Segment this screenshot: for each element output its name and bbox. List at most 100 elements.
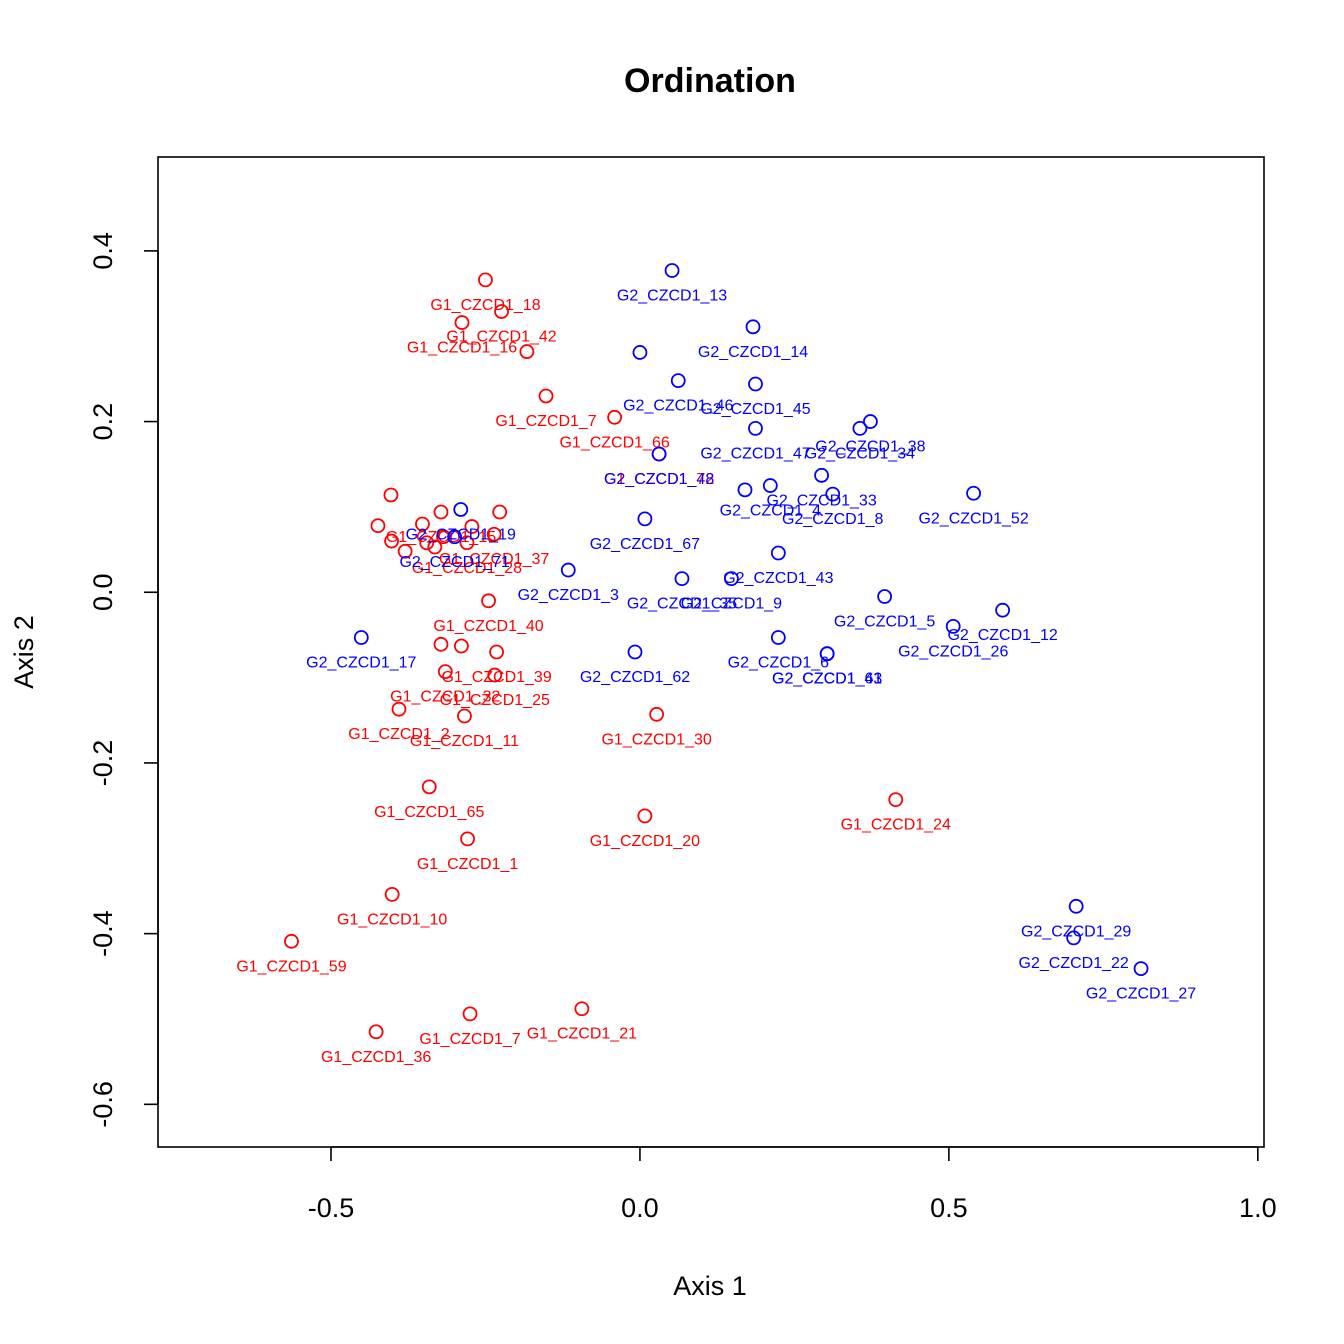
point-label: G1_CZCD1_42 xyxy=(446,328,556,345)
point-label: G1_CZCD1_20 xyxy=(590,833,700,850)
point-label: G2_CZCD1_43 xyxy=(723,570,833,587)
data-point xyxy=(748,376,763,392)
point-label: G1_CZCD1_1 xyxy=(417,856,518,873)
data-point xyxy=(651,446,667,462)
point-label: G1_CZCD1_10 xyxy=(337,911,447,928)
point-label: G1_CZCD1_36 xyxy=(321,1049,431,1066)
data-point xyxy=(489,644,504,660)
point-label: G1_CZCD1_24 xyxy=(841,817,951,834)
point-label: G1_CZCD1_59 xyxy=(236,958,346,975)
data-point xyxy=(670,373,686,389)
y-tick-label: -0.6 xyxy=(88,1081,118,1128)
data-point xyxy=(370,518,386,534)
point-label: G2_CZCD1_5 xyxy=(834,614,935,631)
point-label: G2_CZCD1_8 xyxy=(782,511,883,528)
point-label: G2_CZCD1_71 xyxy=(399,554,509,571)
data-point xyxy=(492,504,508,520)
x-tick-label: 1.0 xyxy=(1239,1193,1277,1223)
y-axis: -0.6 -0.4 -0.2 0.0 0.2 0.4 xyxy=(88,232,159,1128)
data-point xyxy=(748,420,763,436)
point-label: G2_CZCD1_22 xyxy=(1019,955,1129,972)
point-label: G2_CZCD1_46 xyxy=(623,398,733,415)
point-label: G2_CZCD1_12 xyxy=(947,627,1057,644)
point-label: G2_CZCD1_27 xyxy=(1086,986,1196,1003)
point-label: G2_CZCD1_33 xyxy=(766,492,876,509)
point-label: G2_CZCD1_38 xyxy=(815,439,925,456)
y-tick-label: -0.2 xyxy=(88,740,118,787)
point-label: G1_CZCD1_18 xyxy=(430,297,540,314)
chart-title: Ordination xyxy=(624,62,796,100)
data-point xyxy=(486,526,502,542)
y-tick-label: 0.0 xyxy=(88,573,118,611)
data-point xyxy=(421,779,437,795)
data-point xyxy=(487,667,503,683)
point-label: G1_CZCD1_2 xyxy=(348,726,449,743)
point-label: G2_CZCD1_35 xyxy=(627,596,737,613)
y-tick-label: 0.4 xyxy=(88,232,118,270)
point-label: G2_CZCD1_45 xyxy=(700,401,810,418)
data-point xyxy=(415,516,430,532)
point-label: G2_CZCD1_63 xyxy=(772,671,882,688)
y-tick-label: 0.2 xyxy=(88,403,118,441)
x-axis: -0.5 0.0 0.5 1.0 xyxy=(308,1146,1277,1223)
data-point xyxy=(1066,930,1082,946)
data-point xyxy=(433,636,449,652)
data-point xyxy=(433,504,449,520)
data-point xyxy=(457,708,472,724)
point-label: G1_CZCD1_72 xyxy=(604,471,714,488)
data-point xyxy=(863,414,878,429)
data-point xyxy=(437,664,453,680)
data-point xyxy=(419,535,435,551)
data-point xyxy=(478,272,493,288)
point-label: G1_CZCD1_37 xyxy=(439,551,549,568)
point-label: G1_CZCD1_32 xyxy=(390,689,500,706)
data-point xyxy=(649,706,665,722)
data-point xyxy=(762,478,778,493)
point-label: G2_CZCD1_14 xyxy=(698,344,808,361)
point-label: G2_CZCD1_48 xyxy=(604,471,714,488)
data-point xyxy=(664,263,680,278)
x-tick-label: 0.0 xyxy=(621,1193,659,1223)
data-point xyxy=(494,304,509,319)
data-point xyxy=(607,409,623,425)
data-point xyxy=(674,571,690,587)
point-label: G1_CZCD1_28 xyxy=(412,560,522,577)
data-point xyxy=(995,602,1011,618)
data-point xyxy=(770,630,786,645)
data-point xyxy=(1133,961,1149,977)
data-point xyxy=(368,1024,384,1040)
data-point xyxy=(462,1006,478,1022)
point-label: G1_CZCD1_25 xyxy=(440,692,550,709)
data-point xyxy=(453,638,469,654)
data-point xyxy=(966,485,981,501)
point-label: G1_CZCD1_15 xyxy=(386,529,496,546)
data-point xyxy=(384,886,400,902)
point-label: G1_CZCD1_30 xyxy=(601,731,711,748)
point-label: G2_CZCD1_13 xyxy=(617,288,727,305)
data-point xyxy=(391,701,407,717)
data-point xyxy=(637,511,653,527)
point-label: G2_CZCD1_62 xyxy=(580,669,690,686)
data-point xyxy=(627,644,643,660)
data-point xyxy=(383,487,399,503)
data-point xyxy=(397,543,413,559)
point-label: G1_CZCD1_7 xyxy=(419,1031,520,1048)
data-point xyxy=(560,562,576,578)
y-axis-label: Axis 2 xyxy=(9,615,39,689)
data-point xyxy=(888,792,904,808)
point-label: G2_CZCD1_47 xyxy=(700,445,810,462)
point-label: G1_CZCD1_7 xyxy=(495,413,596,430)
data-point xyxy=(852,420,868,436)
data-point xyxy=(459,535,475,551)
data-point xyxy=(436,529,451,545)
data-point xyxy=(945,618,961,634)
data-point xyxy=(877,589,893,604)
data-point xyxy=(353,630,369,645)
point-label: G1_CZCD1_16 xyxy=(407,340,517,357)
data-point xyxy=(737,482,753,498)
point-label: G2_CZCD1_4 xyxy=(720,503,821,520)
x-axis-label: Axis 1 xyxy=(673,1271,747,1301)
point-label: G1_CZCD1_66 xyxy=(559,434,669,451)
